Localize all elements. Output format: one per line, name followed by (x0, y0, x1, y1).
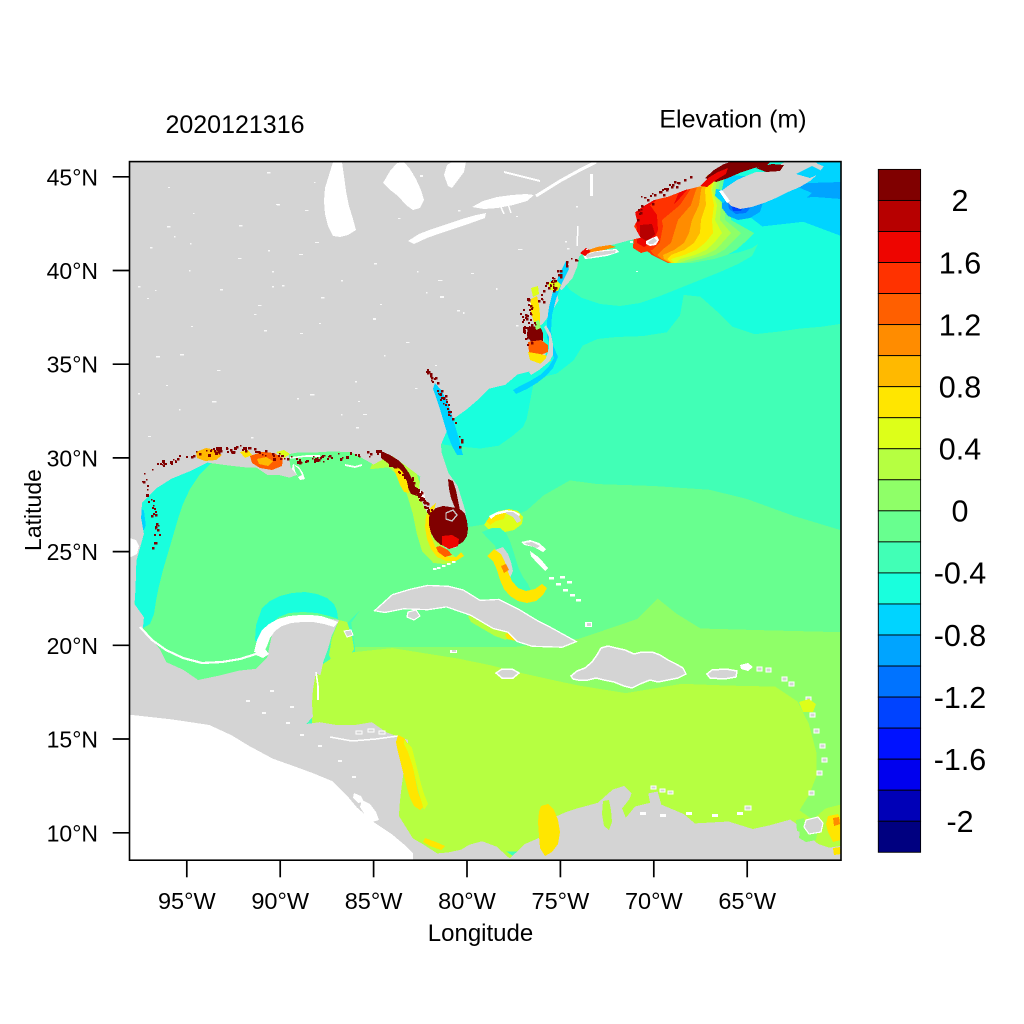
svg-text:1.6: 1.6 (939, 246, 981, 280)
svg-text:0.8: 0.8 (939, 371, 981, 405)
svg-text:25°N: 25°N (47, 539, 98, 565)
svg-text:-1.2: -1.2 (934, 681, 987, 715)
svg-text:-1.6: -1.6 (934, 743, 987, 777)
svg-text:85°W: 85°W (345, 888, 404, 914)
svg-text:0.4: 0.4 (939, 433, 981, 467)
svg-text:2: 2 (952, 184, 969, 218)
svg-text:90°W: 90°W (251, 888, 310, 914)
svg-text:65°W: 65°W (718, 888, 777, 914)
svg-text:-2: -2 (946, 805, 973, 839)
svg-text:10°N: 10°N (47, 820, 98, 846)
svg-text:1.2: 1.2 (939, 308, 981, 342)
svg-text:-0.8: -0.8 (934, 619, 987, 653)
svg-text:80°W: 80°W (438, 888, 497, 914)
svg-text:-0.4: -0.4 (934, 557, 987, 591)
svg-text:Longitude: Longitude (428, 920, 533, 947)
svg-text:45°N: 45°N (47, 164, 98, 190)
svg-text:2020121316: 2020121316 (165, 111, 304, 139)
svg-text:40°N: 40°N (47, 258, 98, 284)
svg-text:20°N: 20°N (47, 633, 98, 659)
svg-text:Latitude: Latitude (20, 469, 46, 551)
svg-text:15°N: 15°N (47, 727, 98, 753)
svg-text:95°W: 95°W (158, 888, 217, 914)
svg-text:0: 0 (952, 495, 969, 529)
svg-text:Elevation (m): Elevation (m) (659, 106, 806, 134)
svg-text:35°N: 35°N (47, 352, 98, 378)
svg-text:70°W: 70°W (625, 888, 684, 914)
svg-text:75°W: 75°W (532, 888, 591, 914)
svg-text:30°N: 30°N (47, 445, 98, 471)
